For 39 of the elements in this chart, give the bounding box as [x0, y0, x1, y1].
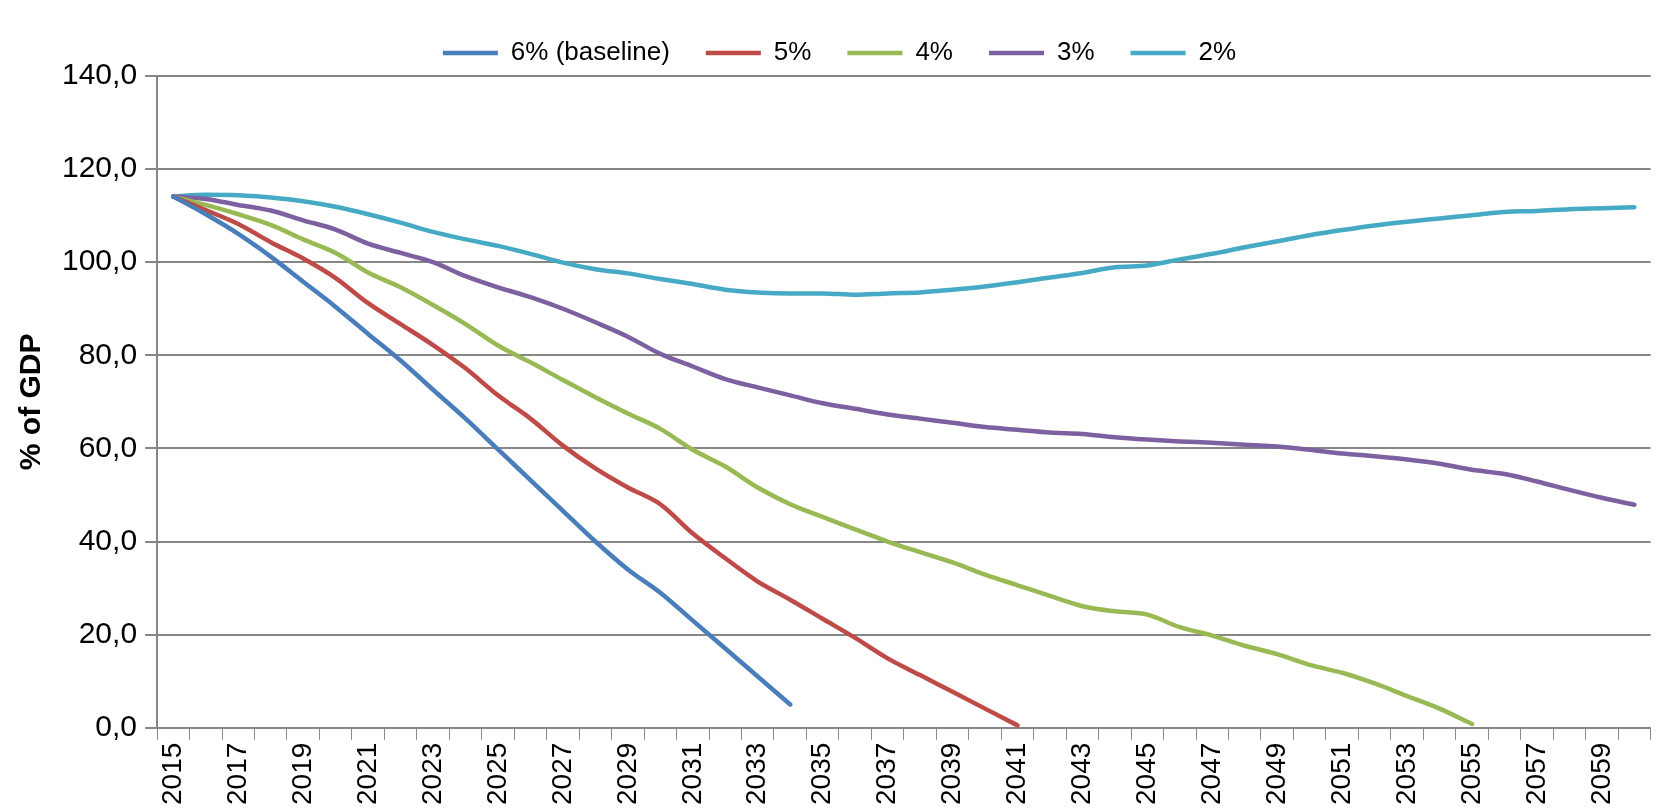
x-tick-label: 2021: [350, 742, 382, 806]
x-tick-label: 2023: [415, 742, 447, 806]
y-tick-label: 60,0: [78, 429, 138, 463]
x-tick-label: 2045: [1130, 742, 1162, 806]
y-tick-label: 100,0: [62, 243, 138, 277]
x-tick-label: 2059: [1584, 742, 1616, 806]
y-tick-label: 20,0: [78, 615, 138, 649]
y-axis-title: % of GDP: [13, 333, 47, 471]
x-tick-label: 2039: [935, 742, 967, 806]
x-tick-label: 2053: [1389, 742, 1421, 806]
x-tick-label: 2025: [480, 742, 512, 806]
x-tick-label: 2037: [870, 742, 902, 806]
x-tick-label: 2049: [1259, 742, 1291, 806]
legend-label: 2%: [1198, 36, 1237, 67]
x-tick-label: 2017: [220, 742, 252, 806]
x-tick-label: 2015: [156, 742, 188, 806]
line-series: [171, 194, 793, 707]
x-tick-label: 2033: [740, 742, 772, 806]
x-tick-label: 2041: [1000, 742, 1032, 806]
legend-label: 6% (baseline): [510, 36, 670, 67]
x-tick-label: 2019: [285, 742, 317, 806]
legend-label: 5%: [773, 36, 812, 67]
x-tick-label: 2029: [610, 742, 642, 806]
x-tick-label: 2035: [805, 742, 837, 806]
y-tick-label: 40,0: [78, 522, 138, 556]
x-tick-label: 2027: [545, 742, 577, 806]
y-tick-label: 140,0: [62, 57, 138, 91]
x-tick-label: 2047: [1195, 742, 1227, 806]
y-tick-label: 80,0: [78, 336, 138, 370]
legend-label: 4%: [915, 36, 953, 67]
x-tick-label: 2055: [1454, 742, 1486, 806]
line-series: [171, 194, 1637, 507]
x-tick-label: 2031: [675, 742, 707, 806]
x-tick-label: 2043: [1065, 742, 1097, 806]
x-tick-label: 2057: [1519, 742, 1551, 806]
legend-label: 3%: [1056, 36, 1095, 67]
y-tick-label: 0,0: [95, 708, 138, 742]
y-tick-label: 120,0: [62, 150, 138, 184]
x-tick-label: 2051: [1324, 742, 1356, 806]
